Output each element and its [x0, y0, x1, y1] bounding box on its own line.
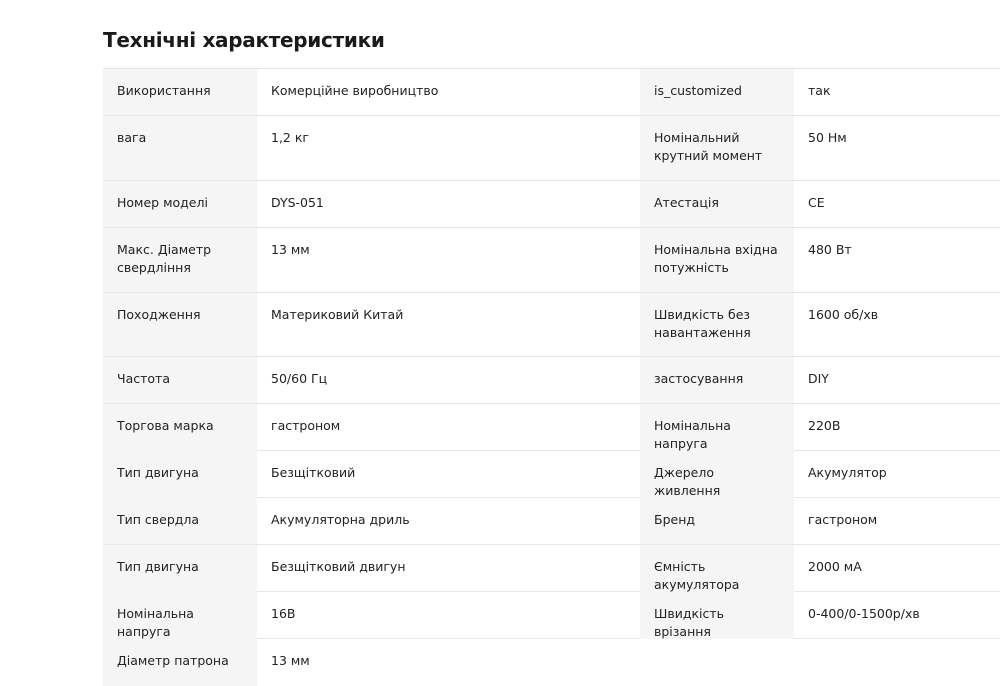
spec-label: вага: [103, 116, 257, 180]
spec-label: Номінальна вхідна потужність: [640, 228, 794, 292]
spec-label: [640, 639, 794, 686]
spec-row: Походження Материковий Китай Швидкість без…: [103, 293, 1000, 357]
spec-row: Номер моделі DYS-051 Атестація CE: [103, 181, 1000, 228]
spec-value: DYS-051: [271, 195, 324, 210]
spec-label: Швидкість врізання: [640, 592, 794, 641]
spec-label: Тип свердла: [103, 498, 257, 544]
spec-value: 1600 об/хв: [808, 307, 879, 322]
spec-row: Номінальна напруга 16В Швидкість врізання 0…: [103, 592, 1000, 641]
spec-value: Акумулятор: [808, 465, 887, 480]
section-title: Технічні характеристики: [103, 28, 385, 52]
spec-row: Макс. Діаметр свердління 13 мм Номінальна …: [103, 228, 1000, 293]
spec-value: Комерційне виробництво: [271, 83, 439, 98]
spec-value: 2000 мА: [808, 559, 862, 574]
spec-label: Тип двигуна: [103, 451, 257, 500]
spec-label: Номінальна напруга: [640, 404, 794, 453]
spec-row: Тип свердла Акумуляторна дриль Бренд гастро…: [103, 498, 1000, 545]
spec-value: так: [808, 83, 831, 98]
spec-label: Атестація: [640, 181, 794, 227]
spec-value: DIY: [808, 371, 829, 386]
spec-label: Бренд: [640, 498, 794, 544]
spec-label: Швидкість без навантаження: [640, 293, 794, 356]
spec-label: Діаметр патрона: [103, 639, 257, 686]
spec-value: Материковий Китай: [271, 307, 404, 322]
spec-value: 0-400/0-1500р/хв: [808, 606, 920, 621]
spec-value: Акумуляторна дриль: [271, 512, 410, 527]
spec-row: Використання Комерційне виробництво is_cus…: [103, 69, 1000, 116]
spec-label: Номінальний крутний момент: [640, 116, 794, 180]
spec-value: 13 мм: [271, 653, 310, 668]
spec-label: Номер моделі: [103, 181, 257, 227]
spec-value: 220В: [808, 418, 841, 433]
spec-value: 480 Вт: [808, 242, 852, 257]
spec-row: Тип двигуна Безщітковий Джерело живлення Ак…: [103, 451, 1000, 500]
spec-label: Номінальна напруга: [103, 592, 257, 641]
spec-label: Макс. Діаметр свердління: [103, 228, 257, 292]
spec-label: Джерело живлення: [640, 451, 794, 500]
spec-row: Торгова марка гастроном Номінальна напруга…: [103, 404, 1000, 453]
spec-label: Походження: [103, 293, 257, 356]
spec-label: Використання: [103, 69, 257, 115]
spec-value: 50/60 Гц: [271, 371, 328, 386]
spec-row: Діаметр патрона 13 мм: [103, 639, 1000, 686]
spec-label: застосування: [640, 357, 794, 403]
spec-value: Безщітковий: [271, 465, 356, 480]
spec-label: Частота: [103, 357, 257, 403]
spec-value: 16В: [271, 606, 296, 621]
spec-value: 1,2 кг: [271, 130, 309, 145]
spec-value: CE: [808, 195, 825, 210]
specs-table: Використання Комерційне виробництво is_cus…: [103, 68, 1000, 686]
spec-label: Торгова марка: [103, 404, 257, 453]
spec-row: Тип двигуна Безщітковий двигун Ємність аку…: [103, 545, 1000, 594]
spec-row: Частота 50/60 Гц застосування DIY: [103, 357, 1000, 404]
spec-value: [794, 639, 1000, 686]
spec-value: Безщітковий двигун: [271, 559, 406, 574]
spec-label: Тип двигуна: [103, 545, 257, 594]
spec-value: 13 мм: [271, 242, 310, 257]
spec-label: Ємність акумулятора: [640, 545, 794, 594]
spec-row: вага 1,2 кг Номінальний крутний момент 50 Н…: [103, 116, 1000, 181]
spec-value: гастроном: [271, 418, 341, 433]
spec-value: 50 Нм: [808, 130, 847, 145]
spec-value: гастроном: [808, 512, 878, 527]
spec-label: is_customized: [640, 69, 794, 115]
